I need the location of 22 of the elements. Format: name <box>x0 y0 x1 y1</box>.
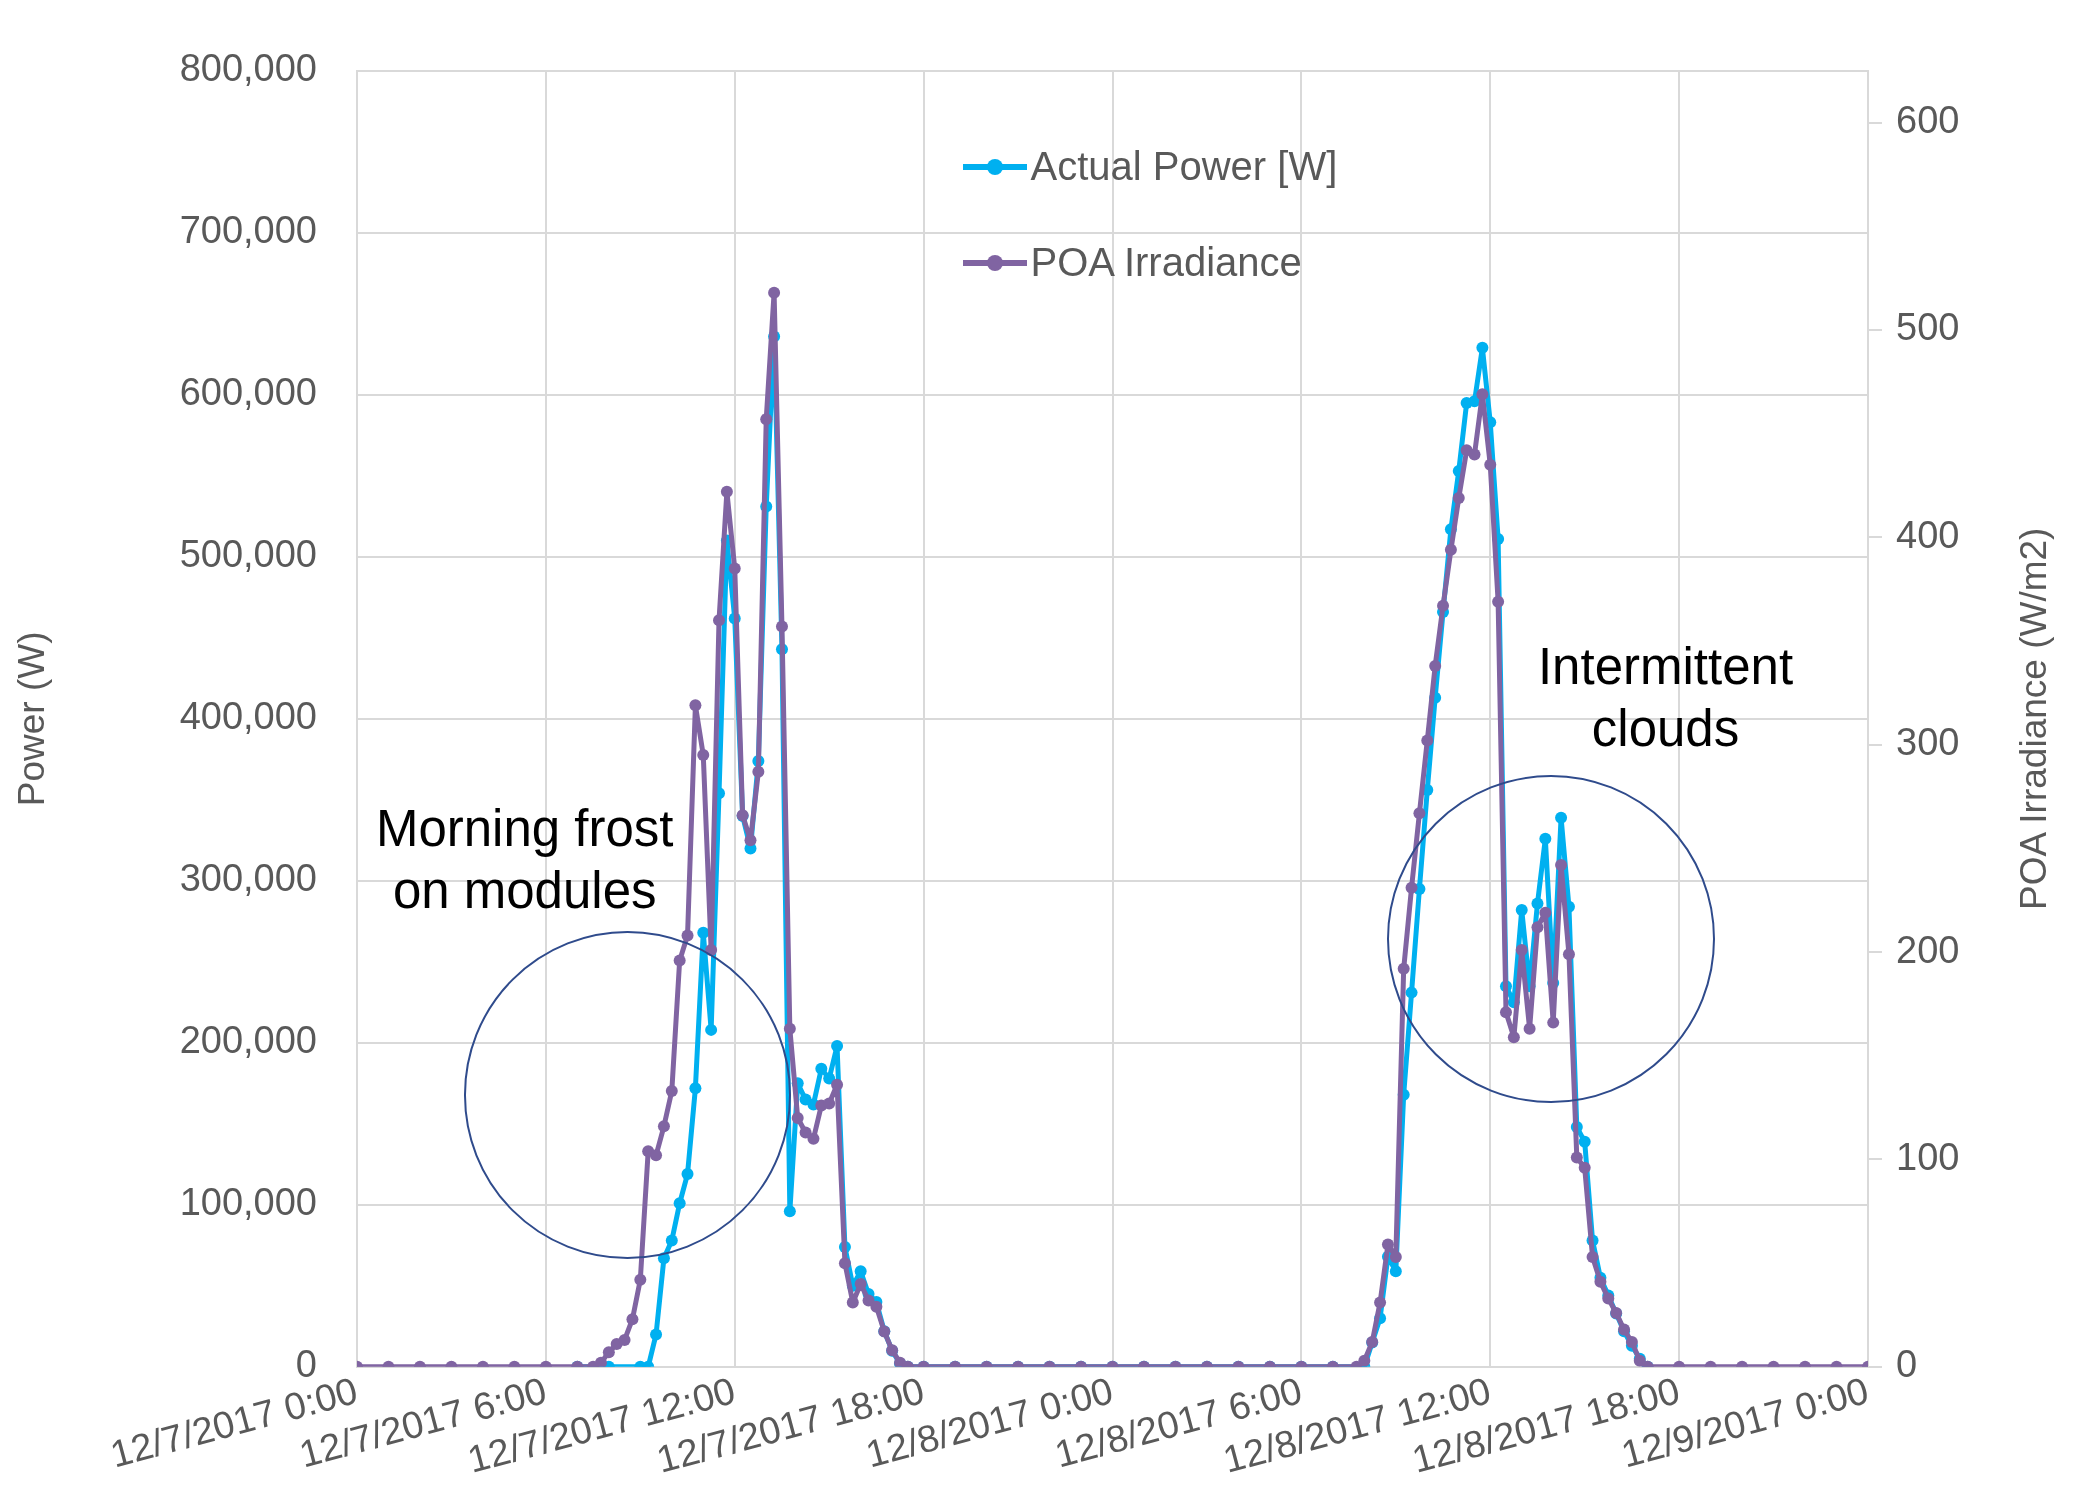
y-tick-label: 600,000 <box>179 371 317 414</box>
annotation: Intermittent clouds <box>1536 637 1795 760</box>
y-tick-label: 500,000 <box>179 533 317 576</box>
y2-tick-label: 400 <box>1896 513 1960 556</box>
y2-tick-label: 0 <box>1896 1343 1918 1386</box>
y2-axis-title: POA Irradiance (W/m2) <box>2012 527 2054 911</box>
y-tick-label: 0 <box>295 1343 317 1386</box>
y-axis-title: Power (W) <box>11 631 53 807</box>
y2-tick-label: 200 <box>1896 928 1960 971</box>
legend-label: Actual Power [W] <box>1030 144 1338 190</box>
annotation: Morning frost on modules <box>374 799 675 922</box>
y2-tick-label: 300 <box>1896 721 1960 764</box>
y2-tick-label: 500 <box>1896 306 1960 349</box>
y-tick-label: 700,000 <box>179 209 317 252</box>
y-tick-label: 400,000 <box>179 695 317 738</box>
y-tick-label: 800,000 <box>179 47 317 90</box>
y2-tick-label: 100 <box>1896 1135 1960 1178</box>
y2-tick-label: 600 <box>1896 99 1960 142</box>
y-tick-label: 100,000 <box>179 1181 317 1224</box>
legend-label: POA Irradiance <box>1030 240 1302 286</box>
y-tick-label: 200,000 <box>179 1019 317 1062</box>
y-tick-label: 300,000 <box>179 857 317 900</box>
